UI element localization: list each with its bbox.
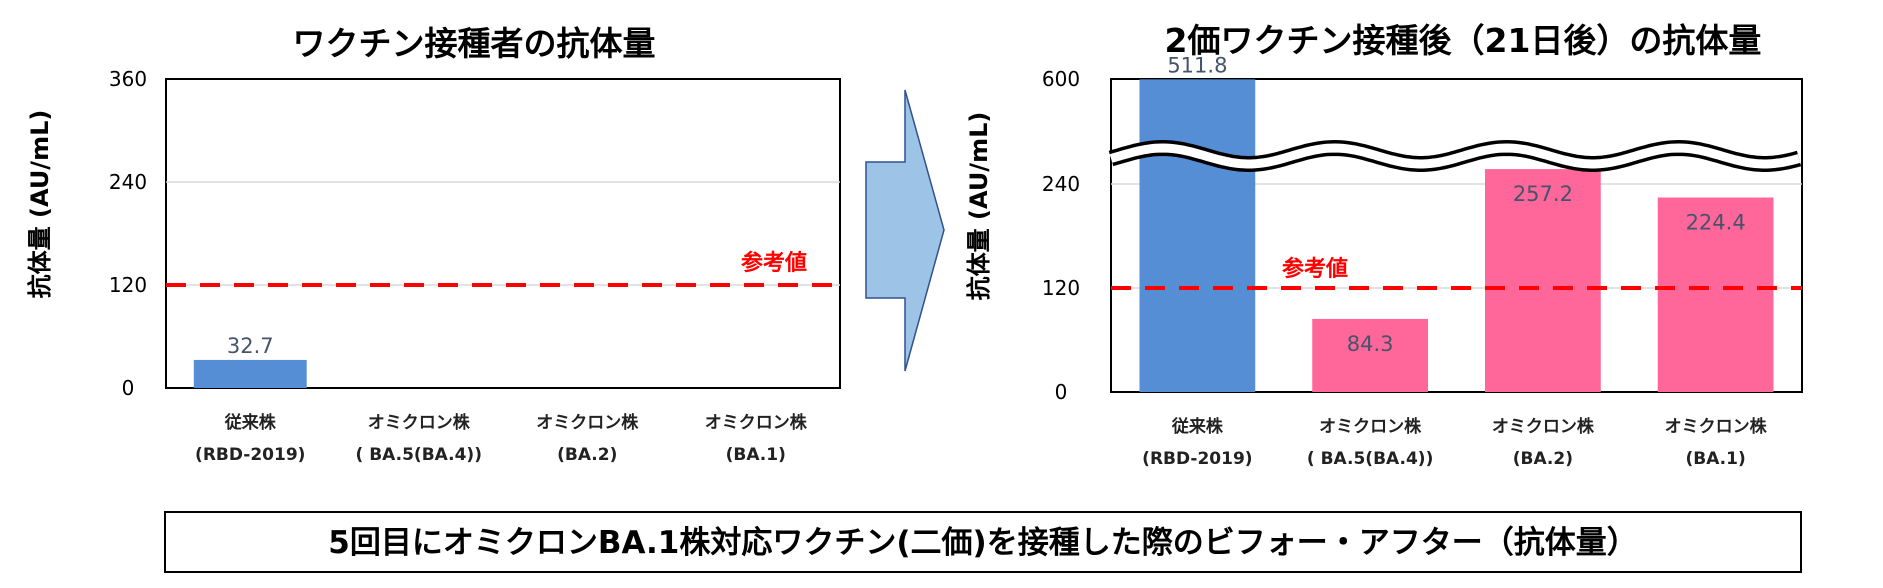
category-label: 従来株 [224, 412, 277, 433]
data-label: 511.8 [1167, 53, 1227, 77]
category-sublabel: (BA.1) [1685, 449, 1745, 469]
category-sublabel: (RBD-2019) [195, 445, 305, 465]
category-label: オミクロン株 [1319, 416, 1422, 437]
footer-caption-box: 5回目にオミクロンBA.1株対応ワクチン(二価)を接種した際のビフォー・アフター… [164, 511, 1802, 573]
data-label: 32.7 [227, 334, 274, 358]
y-tick-label: 360 [109, 67, 147, 91]
category-label: 従来株 [1171, 416, 1224, 437]
category-sublabel: (RBD-2019) [1142, 449, 1252, 469]
bar [1485, 169, 1601, 392]
category-sublabel: ( BA.5(BA.4)) [356, 445, 482, 465]
y-tick-label: 0 [122, 376, 135, 400]
data-label: 257.2 [1513, 182, 1573, 206]
category-sublabel: (BA.2) [1513, 449, 1573, 469]
category-sublabel: ( BA.5(BA.4)) [1307, 449, 1433, 469]
y-axis-title: 抗体量 (AU/mL) [965, 112, 993, 301]
arrow-right-icon [865, 89, 945, 372]
category-label: オミクロン株 [368, 412, 471, 433]
bar [1312, 318, 1428, 392]
chart-title: 2価ワクチン接種後（21日後）の抗体量 [1165, 21, 1762, 60]
category-label: オミクロン株 [1492, 416, 1595, 437]
reference-label: 参考値 [1282, 256, 1348, 282]
y-tick-label: 120 [109, 273, 147, 297]
bar [1657, 197, 1774, 392]
plot-area [165, 78, 841, 389]
y-tick-label: 0 [1055, 380, 1068, 404]
axis-break-band [1109, 143, 1801, 169]
footer-caption: 5回目にオミクロンBA.1株対応ワクチン(二価)を接種した際のビフォー・アフター… [328, 525, 1637, 561]
chart-title: ワクチン接種者の抗体量 [293, 24, 656, 63]
bar [1139, 79, 1256, 393]
chart-before: ワクチン接種者の抗体量 抗体量 (AU/mL) 0 120 240 360 32.7 従来… [26, 24, 841, 465]
bar [193, 359, 307, 388]
y-axis-title: 抗体量 (AU/mL) [26, 110, 54, 299]
category-sublabel: (BA.1) [726, 445, 786, 465]
category-label: オミクロン株 [1665, 416, 1768, 437]
y-tick-label: 120 [1042, 276, 1080, 300]
data-label: 84.3 [1347, 332, 1394, 356]
category-sublabel: (BA.2) [557, 445, 617, 465]
category-label: オミクロン株 [536, 412, 639, 433]
y-tick-label: 240 [1042, 172, 1080, 196]
y-tick-label: 240 [109, 170, 147, 194]
category-label: オミクロン株 [705, 412, 808, 433]
chart-after: 2価ワクチン接種後（21日後）の抗体量 抗体量 (AU/mL) 0 120 240 6… [965, 21, 1803, 469]
y-tick-label: 600 [1042, 67, 1080, 91]
reference-label: 参考値 [741, 250, 807, 276]
data-label: 224.4 [1686, 211, 1746, 235]
